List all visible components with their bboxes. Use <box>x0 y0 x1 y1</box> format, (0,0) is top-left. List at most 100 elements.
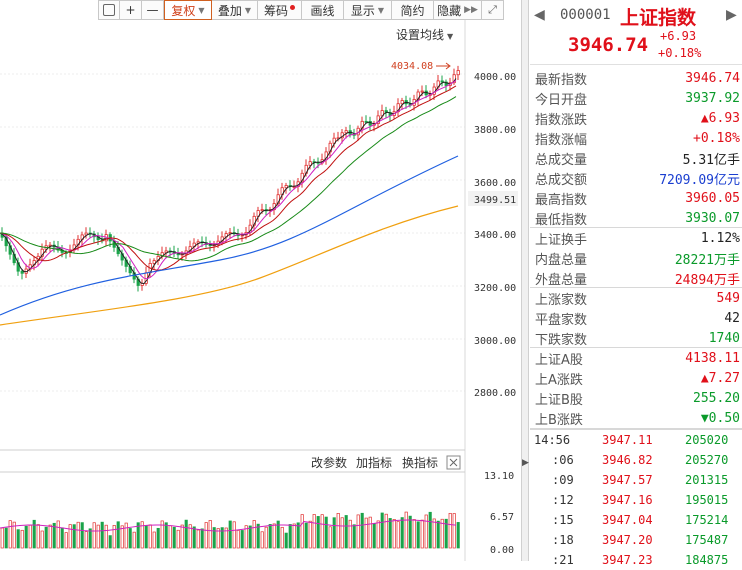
tick-row: 14:56 3947.11 205020 <box>530 430 742 450</box>
quote-row-value: 255.20 <box>693 391 740 406</box>
tick-volume: 184875 <box>685 553 729 567</box>
tick-time: :18 <box>552 533 574 547</box>
quote-row: 总成交量 5.31亿手 <box>530 148 742 168</box>
quote-row-label: 最新指数 <box>535 72 588 88</box>
volume-tick: 13.10 <box>484 471 514 482</box>
divider <box>530 347 742 348</box>
switch-indicator-button[interactable]: 换指标 <box>402 455 438 470</box>
divider <box>530 227 742 228</box>
quote-row-value: 1740 <box>709 331 740 346</box>
quote-row-value: 4138.11 <box>685 351 740 366</box>
quote-value-number: 549 <box>716 290 740 306</box>
quote-value-number: ▲6.93 <box>700 110 740 126</box>
quote-row: 指数涨幅 +0.18% <box>530 128 742 148</box>
quote-value-unit: 万手 <box>713 272 740 288</box>
add-indicator-button[interactable]: 加指标 <box>356 455 392 470</box>
quote-row-value: ▼0.50 <box>701 411 740 426</box>
hide-button[interactable]: 隐藏 ▶▶ <box>434 0 482 20</box>
volume-tick: 6.57 <box>490 512 514 523</box>
quote-row-label: 上证A股 <box>535 352 583 368</box>
quote-value-number: 7209.09 <box>659 172 714 188</box>
tick-price: 3947.57 <box>602 473 653 487</box>
quote-header: ◀ 000001 上证指数 ▶ 3946.74 +6.93 +0.18% <box>530 0 742 65</box>
tick-row: :15 3947.04 175214 <box>530 510 742 530</box>
zoom-in-button[interactable]: + <box>120 0 142 20</box>
panel-splitter[interactable]: ▶ <box>521 0 529 561</box>
quote-row-value: 28221万手 <box>675 249 740 268</box>
quote-row-label: 上证换手 <box>535 232 588 248</box>
draw-line-button[interactable]: 画线 <box>302 0 344 20</box>
quote-row-value: 3937.92 <box>685 91 740 106</box>
quote-row: 上证B股 255.20 <box>530 388 742 408</box>
quote-value-number: 3937.92 <box>685 90 740 106</box>
square-icon <box>103 4 115 16</box>
restore-rights-button[interactable]: 复权 ▼ <box>164 0 212 20</box>
edit-params-button[interactable]: 改参数 <box>311 455 347 470</box>
quote-row-value: +0.18% <box>693 131 740 146</box>
moving-average-lines <box>0 78 459 326</box>
quote-row: 上B涨跌 ▼0.50 <box>530 408 742 428</box>
display-button[interactable]: 显示 ▼ <box>344 0 392 20</box>
price-tick: 3200.00 <box>474 283 516 294</box>
chips-button[interactable]: 筹码 <box>258 0 302 20</box>
close-icon[interactable] <box>446 455 461 470</box>
next-stock-icon[interactable]: ▶ <box>726 7 737 23</box>
quote-row-value: 3960.05 <box>685 191 740 206</box>
divider <box>530 428 742 430</box>
quote-row-label: 指数涨跌 <box>535 112 588 128</box>
quote-value-number: 24894 <box>674 272 714 288</box>
chevron-down-icon: ▼ <box>377 5 385 15</box>
quote-row-value: 549 <box>717 291 740 306</box>
tick-row: :18 3947.20 175487 <box>530 530 742 550</box>
quote-value-number: 3960.05 <box>685 190 740 206</box>
price-grid <box>0 73 465 392</box>
quote-row-value: 42 <box>724 311 740 326</box>
tick-volume: 205270 <box>685 453 729 467</box>
volume-tick: 0.00 <box>490 545 514 556</box>
quote-row-label: 外盘总量 <box>535 272 588 288</box>
quote-value-number: 1.12% <box>700 230 740 246</box>
quote-row-value: 5.31亿手 <box>683 149 740 168</box>
price-tick: 3800.00 <box>474 125 516 136</box>
tick-price: 3947.16 <box>602 493 653 507</box>
chevron-down-icon: ▼ <box>244 5 252 15</box>
tick-time: 14:56 <box>534 433 571 447</box>
overlay-button[interactable]: 叠加 ▼ <box>212 0 258 20</box>
tick-time: :12 <box>552 493 574 507</box>
tick-price: 3947.20 <box>602 533 653 547</box>
price-change: +6.93 <box>660 29 697 43</box>
tick-row: :12 3947.16 195015 <box>530 490 742 510</box>
quote-row-label: 上涨家数 <box>535 292 588 308</box>
quote-row-value: 1.12% <box>701 231 740 246</box>
toolbar-square-button[interactable] <box>98 0 120 20</box>
tick-price: 3947.04 <box>602 513 653 527</box>
prev-stock-icon[interactable]: ◀ <box>534 7 545 23</box>
notification-dot-icon <box>290 4 295 10</box>
quote-row-value: ▲6.93 <box>701 111 740 126</box>
volume-bars <box>0 511 460 549</box>
tick-volume: 175214 <box>685 513 729 527</box>
quote-row: 上涨家数 549 <box>530 288 742 308</box>
simple-mode-button[interactable]: 简约 <box>392 0 434 20</box>
quote-panel: ◀ 000001 上证指数 ▶ 3946.74 +6.93 +0.18% 最新指… <box>530 0 742 567</box>
quote-row: 上A涨跌 ▲7.27 <box>530 368 742 388</box>
chevron-down-icon: ▼ <box>198 5 205 15</box>
ma-settings-button[interactable]: 设置均线 ▼ <box>396 28 454 42</box>
quote-value-number: 42 <box>724 310 740 326</box>
zoom-out-button[interactable]: — <box>142 0 164 20</box>
quote-row: 平盘家数 42 <box>530 308 742 328</box>
quote-row-value: 24894万手 <box>675 269 740 288</box>
tick-price: 3946.82 <box>602 453 653 467</box>
tick-row: :06 3946.82 205270 <box>530 450 742 470</box>
quote-value-unit: 亿手 <box>713 152 740 168</box>
tick-volume: 195015 <box>685 493 729 507</box>
quote-row: 最新指数 3946.74 <box>530 68 742 88</box>
quote-row-label: 上A涨跌 <box>535 372 583 388</box>
quote-row: 内盘总量 28221万手 <box>530 248 742 268</box>
quote-value-number: 1740 <box>708 330 740 346</box>
fullscreen-button[interactable]: ⤢ <box>482 0 504 20</box>
chevron-down-icon: ▼ <box>447 32 454 41</box>
tick-price: 3947.11 <box>602 433 653 447</box>
kline-chart[interactable]: 4034.08 4000.00 3800.00 3600.00 3499.51 … <box>0 20 521 561</box>
quote-value-number: ▲7.27 <box>700 370 740 386</box>
